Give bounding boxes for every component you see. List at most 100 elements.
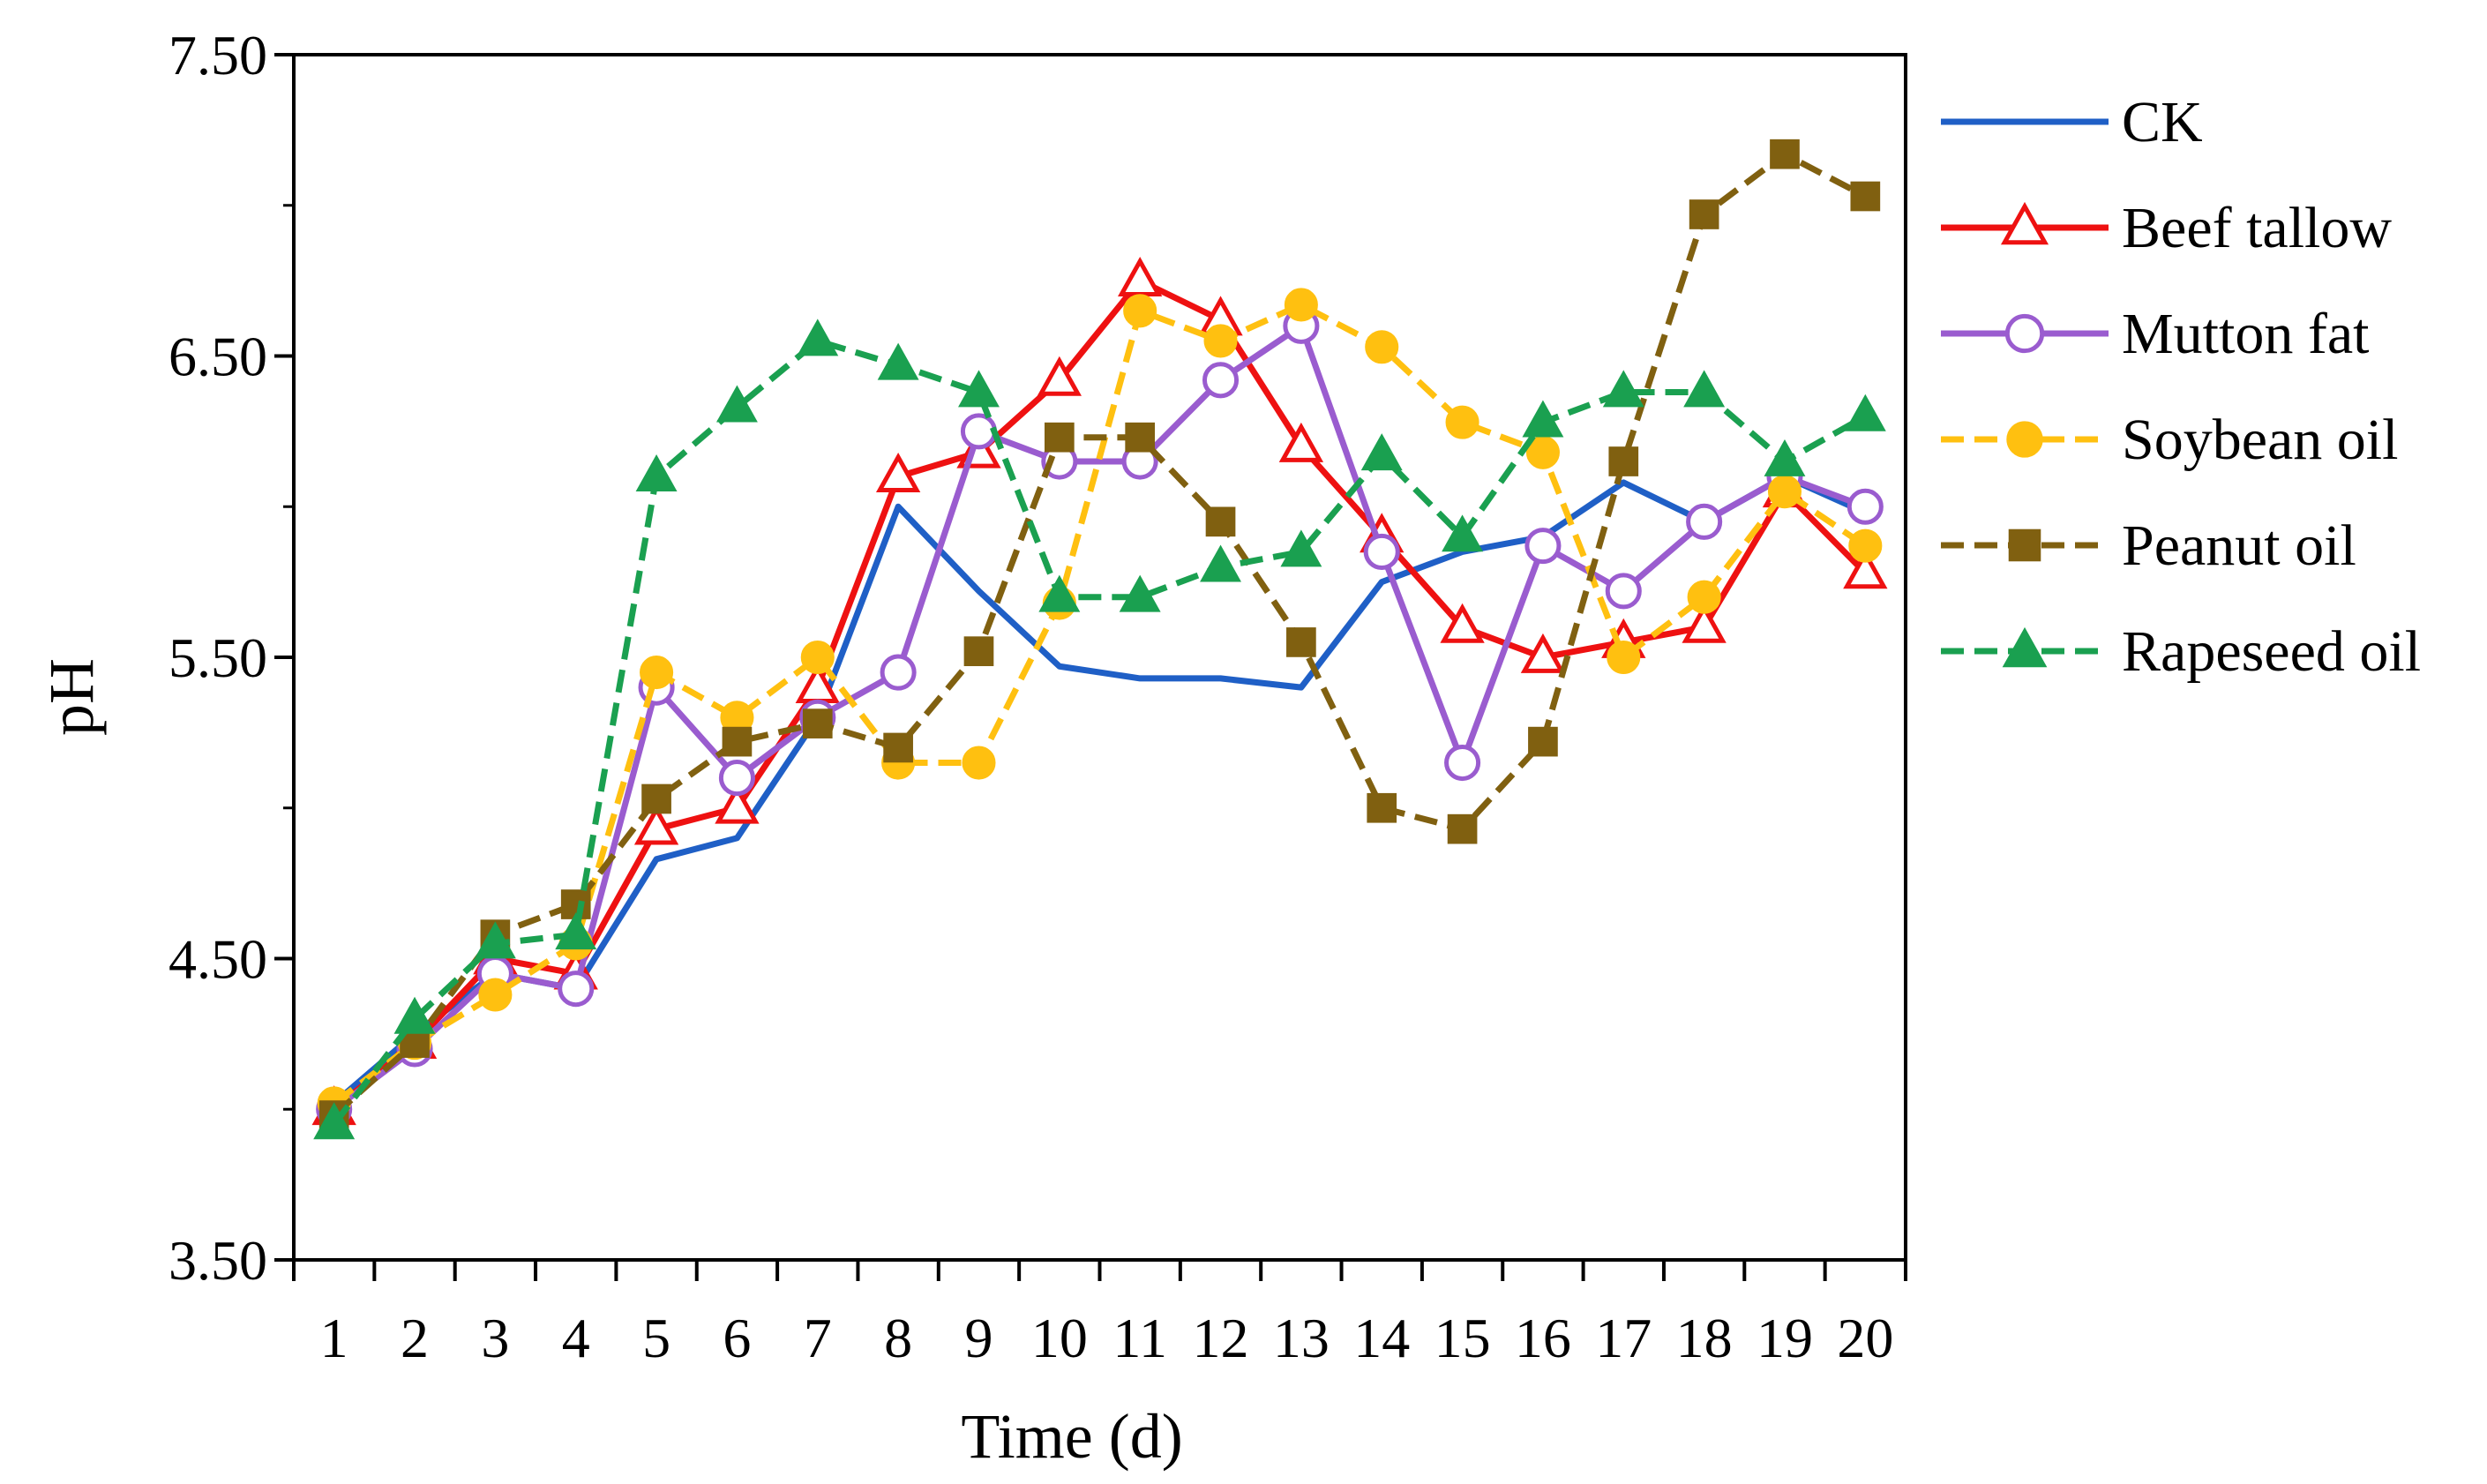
- data-point: [715, 385, 758, 423]
- plot-frame: [292, 53, 1907, 1262]
- data-point: [1686, 503, 1723, 540]
- data-point: [800, 640, 835, 675]
- x-tick-label: 2: [401, 1307, 429, 1369]
- legend-label: Soybean oil: [2122, 408, 2398, 472]
- data-point: [1365, 330, 1399, 364]
- x-tick-label: 5: [642, 1307, 670, 1369]
- x-tick-label: 17: [1595, 1307, 1652, 1369]
- y-tick-label: 4.50: [169, 928, 267, 991]
- data-point: [880, 654, 917, 691]
- data-point: [1286, 627, 1316, 657]
- legend-item: Peanut oil: [1941, 513, 2356, 578]
- data-point: [883, 732, 913, 763]
- data-point: [1848, 528, 1883, 563]
- data-point: [1118, 257, 1163, 297]
- y-tick-label: 6.50: [169, 326, 267, 388]
- data-point: [558, 971, 595, 1008]
- x-tick-label: 6: [723, 1307, 751, 1369]
- data-point: [875, 452, 921, 492]
- x-tick-label: 15: [1435, 1307, 1491, 1369]
- y-tick-label: 3.50: [169, 1229, 267, 1292]
- data-point: [958, 370, 1000, 408]
- data-point: [1767, 475, 1802, 509]
- data-point: [1445, 405, 1479, 439]
- data-point: [1689, 199, 1719, 229]
- data-point: [1284, 288, 1318, 322]
- data-point: [2008, 528, 2041, 562]
- x-tick-label: 9: [964, 1307, 993, 1369]
- data-point: [1843, 549, 1888, 589]
- data-point: [1440, 603, 1485, 643]
- legend-label: Peanut oil: [2122, 513, 2356, 578]
- data-point: [718, 760, 755, 797]
- data-point: [1682, 603, 1727, 643]
- data-point: [1360, 433, 1403, 471]
- x-tick-label: 13: [1273, 1307, 1330, 1369]
- legend-item: Soybean oil: [1941, 408, 2398, 472]
- legend-item: CK: [1941, 90, 2203, 154]
- legend-label: Beef tallow: [2122, 196, 2392, 260]
- data-point: [1602, 370, 1644, 408]
- data-point: [1770, 139, 1800, 169]
- data-point: [1203, 324, 1238, 358]
- data-point: [2004, 313, 2045, 354]
- axes: 3.504.505.506.507.501 2 3 4 5 6 7 8 9 10 11 12 13 14 1…: [169, 24, 1907, 1369]
- data-point: [1037, 356, 1082, 396]
- x-tick-label: 11: [1112, 1307, 1167, 1369]
- data-point: [2002, 626, 2048, 668]
- data-point: [797, 319, 839, 356]
- x-tick-label: 7: [804, 1307, 832, 1369]
- x-tick-label: 20: [1837, 1307, 1893, 1369]
- data-point: [1202, 362, 1240, 399]
- data-point: [1522, 400, 1564, 438]
- data-point: [313, 1102, 356, 1140]
- legend-item: Rapeseed oil: [1941, 619, 2421, 684]
- y-tick-label: 5.50: [169, 626, 267, 689]
- data-point: [715, 783, 760, 824]
- data-point: [635, 454, 678, 491]
- data-point: [633, 805, 679, 845]
- data-point: [2000, 201, 2049, 245]
- data-point: [1200, 544, 1241, 582]
- x-tick-label: 19: [1757, 1307, 1813, 1369]
- x-tick-label: 10: [1031, 1307, 1088, 1369]
- data-point: [1528, 726, 1558, 757]
- data-point: [1524, 528, 1562, 565]
- x-tick-label: 4: [562, 1307, 590, 1369]
- data-point: [1605, 573, 1642, 610]
- data-point: [1447, 813, 1478, 844]
- data-point: [1278, 422, 1324, 462]
- y-tick-label: 7.50: [169, 24, 267, 86]
- x-tick-label: 16: [1515, 1307, 1571, 1369]
- data-point: [393, 996, 436, 1034]
- series-peanut-oil: [318, 139, 1881, 1130]
- series-layer: [311, 139, 1888, 1140]
- x-tick-label: 18: [1676, 1307, 1733, 1369]
- x-tick-label: 14: [1353, 1307, 1410, 1369]
- data-point: [1038, 574, 1081, 612]
- data-point: [877, 342, 919, 380]
- legend-label: CK: [2122, 90, 2203, 154]
- legend-item: Mutton fat: [1941, 302, 2369, 366]
- data-point: [478, 978, 513, 1012]
- legend-item: Beef tallow: [1941, 196, 2392, 260]
- series-ck: [332, 473, 1867, 1106]
- data-point: [1607, 640, 1641, 675]
- x-tick-label: 12: [1193, 1307, 1249, 1369]
- x-tick-label: 3: [481, 1307, 509, 1369]
- data-point: [962, 746, 996, 780]
- data-point: [1442, 514, 1484, 552]
- data-point: [1280, 529, 1322, 567]
- data-point: [474, 921, 516, 959]
- series-rapeseed-oil: [313, 319, 1886, 1140]
- data-point: [722, 726, 753, 757]
- data-point: [1608, 446, 1639, 476]
- data-point: [1363, 533, 1400, 571]
- data-point: [1123, 294, 1157, 328]
- data-point: [1687, 580, 1721, 614]
- x-tick-label: 8: [884, 1307, 912, 1369]
- data-point: [1764, 438, 1806, 476]
- data-point: [1850, 181, 1881, 212]
- legend-label: Mutton fat: [2122, 302, 2369, 366]
